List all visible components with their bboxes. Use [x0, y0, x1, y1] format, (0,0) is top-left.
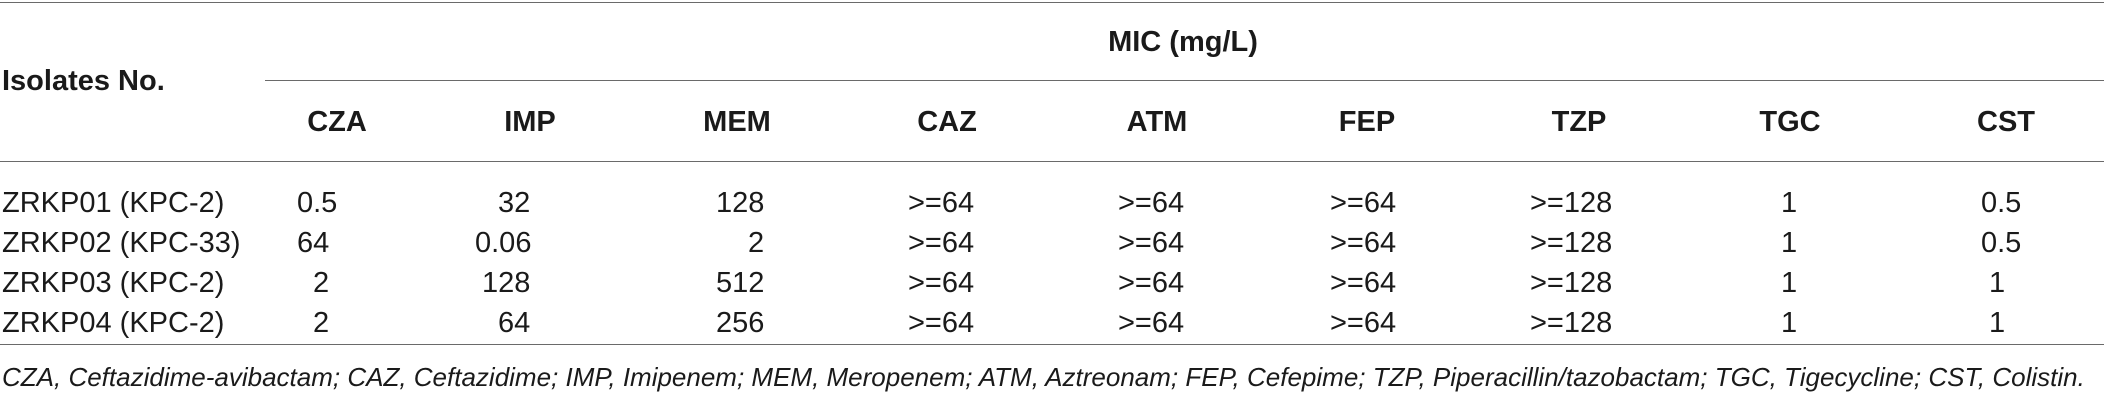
table-bottom-rule — [0, 344, 2104, 345]
table-top-rule — [0, 2, 2104, 3]
table-row-1-atm: >=64 — [1118, 187, 1185, 219]
table-row-4-atm: >=64 — [1118, 307, 1185, 339]
column-header-fep: FEP — [1338, 106, 1396, 138]
table-row-1-cza: 0.5 — [297, 187, 338, 219]
table-row-2-atm: >=64 — [1118, 227, 1185, 259]
table-row-3-cza: 2 — [313, 267, 330, 299]
table-row-2-fep: >=64 — [1330, 227, 1397, 259]
column-header-cza: CZA — [307, 106, 367, 138]
column-header-caz: CAZ — [917, 106, 977, 138]
table-row-3-tzp: >=128 — [1530, 267, 1613, 299]
group-header-rule — [265, 80, 2104, 81]
table-row-4-cza: 2 — [313, 307, 330, 339]
table-row-4-tzp: >=128 — [1530, 307, 1613, 339]
table-row-1-cst: 0.5 — [1981, 187, 2022, 219]
row-header-isolates: Isolates No. — [2, 65, 165, 97]
table-row-2-cza: 64 — [297, 227, 330, 259]
table-row-3-atm: >=64 — [1118, 267, 1185, 299]
table-row-2-cst: 0.5 — [1981, 227, 2022, 259]
table-row-4-caz: >=64 — [908, 307, 975, 339]
table-row-2-isolate: ZRKP02 (KPC-33) — [2, 227, 241, 259]
table-row-4-tgc: 1 — [1781, 307, 1798, 339]
table-row-4-fep: >=64 — [1330, 307, 1397, 339]
table-row-1-imp: 32 — [498, 187, 531, 219]
table-row-1-isolate: ZRKP01 (KPC-2) — [2, 187, 225, 219]
table-footnote: CZA, Ceftazidime-avibactam; CAZ, Ceftazi… — [2, 362, 2085, 392]
table-row-4-cst: 1 — [1989, 307, 2006, 339]
table-row-3-imp: 128 — [482, 267, 531, 299]
column-header-tgc: TGC — [1759, 106, 1821, 138]
table-row-2-tzp: >=128 — [1530, 227, 1613, 259]
column-header-atm: ATM — [1126, 106, 1188, 138]
table-row-3-isolate: ZRKP03 (KPC-2) — [2, 267, 225, 299]
column-header-imp: IMP — [504, 106, 556, 138]
table-row-4-isolate: ZRKP04 (KPC-2) — [2, 307, 225, 339]
table-row-1-caz: >=64 — [908, 187, 975, 219]
table-row-3-cst: 1 — [1989, 267, 2006, 299]
table-row-1-fep: >=64 — [1330, 187, 1397, 219]
table-row-2-imp: 0.06 — [475, 227, 532, 259]
table-row-1-mem: 128 — [716, 187, 765, 219]
group-header-mic: MIC (mg/L) — [1108, 26, 1258, 58]
table-row-2-caz: >=64 — [908, 227, 975, 259]
table-row-2-mem: 2 — [748, 227, 765, 259]
table-row-4-mem: 256 — [716, 307, 765, 339]
table-row-2-tgc: 1 — [1781, 227, 1798, 259]
column-header-mem: MEM — [703, 106, 771, 138]
table-row-1-tgc: 1 — [1781, 187, 1798, 219]
table-row-4-imp: 64 — [498, 307, 531, 339]
header-bottom-rule — [0, 161, 2104, 162]
column-header-tzp: TZP — [1551, 106, 1607, 138]
table-row-3-fep: >=64 — [1330, 267, 1397, 299]
table-row-3-caz: >=64 — [908, 267, 975, 299]
column-header-cst: CST — [1977, 106, 2035, 138]
table-row-3-mem: 512 — [716, 267, 765, 299]
table-row-1-tzp: >=128 — [1530, 187, 1613, 219]
table-row-3-tgc: 1 — [1781, 267, 1798, 299]
